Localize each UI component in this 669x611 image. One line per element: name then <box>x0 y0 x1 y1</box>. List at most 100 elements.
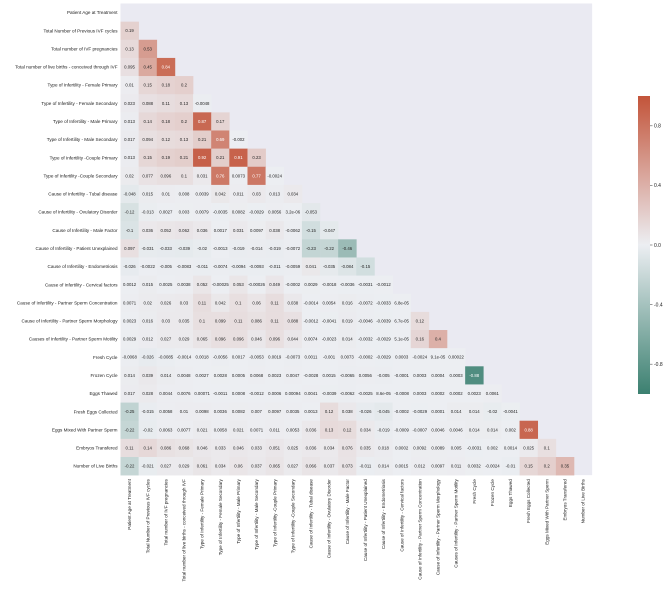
heatmap-cell <box>229 203 248 222</box>
heatmap-cell <box>356 384 375 403</box>
heatmap-cell-label: 0.034 <box>287 191 298 196</box>
heatmap-cell-label: 0.0046 <box>431 427 445 432</box>
heatmap-cell-label: 0.096 <box>215 337 226 342</box>
heatmap-cell <box>229 275 248 295</box>
heatmap-cell-label: -0.019 <box>377 427 390 432</box>
heatmap-cell-label: -0.0031 <box>467 445 482 450</box>
heatmap-cell <box>301 438 321 458</box>
heatmap-cell <box>320 348 339 367</box>
heatmap-cell <box>211 130 230 149</box>
heatmap-cell <box>374 384 393 403</box>
column-label: Patient Age at Treatment <box>127 478 132 529</box>
heatmap-cell <box>174 293 194 313</box>
heatmap-cell-label: 0.35 <box>561 464 570 469</box>
heatmap-cell <box>374 293 393 313</box>
heatmap-cell-label: -0.15 <box>306 228 316 233</box>
heatmap-cell <box>283 384 303 403</box>
heatmap-cell <box>138 366 158 385</box>
heatmap-cell-label: 0.1 <box>181 173 188 178</box>
heatmap-cell-label: 0.027 <box>160 464 171 469</box>
column-label: Cause of Infertility - Endometriosis <box>381 478 386 549</box>
heatmap-cell <box>211 457 230 476</box>
heatmap-cell-label: 0.13 <box>125 46 134 51</box>
heatmap-cell <box>156 221 176 240</box>
heatmap-cell <box>211 402 230 422</box>
heatmap-cell-label: -0.0012 <box>376 282 391 287</box>
heatmap-cell <box>174 348 194 367</box>
heatmap-cell-label: 0.077 <box>142 173 153 178</box>
heatmap-cell-label: 0.0036 <box>214 409 228 414</box>
heatmap-cell-label: -0.0013 <box>213 246 228 251</box>
heatmap-cell-label: -0.0002 <box>286 282 301 287</box>
heatmap-cell-label: 0.011 <box>233 191 244 196</box>
heatmap-cell <box>174 94 194 113</box>
heatmap-cell <box>555 457 575 476</box>
column-label: Fresh Cycle <box>472 479 477 504</box>
heatmap-cell <box>247 184 266 204</box>
heatmap-cell <box>174 184 194 204</box>
heatmap-cell-label: 0.029 <box>179 337 190 342</box>
heatmap-cell-label: 8.6e-05 <box>376 391 391 396</box>
column-label: Cause of Infertility - Patient Unexplain… <box>363 479 368 561</box>
heatmap-cell <box>247 330 266 349</box>
column-label: Frozen Cycle <box>490 479 495 507</box>
heatmap-cell-label: -0.0062 <box>286 228 301 233</box>
heatmap-cell <box>120 57 139 77</box>
heatmap-cell <box>283 257 303 276</box>
column-label: Total number of IVF pregnancies <box>163 478 168 545</box>
heatmap-cell-label: 0.003 <box>179 210 190 215</box>
heatmap-cell-label: 0.0015 <box>395 464 409 469</box>
heatmap-cell-label: 0.0044 <box>159 391 173 396</box>
heatmap-cell-label: -0.22 <box>125 464 135 469</box>
heatmap-cell <box>211 221 230 240</box>
heatmap-cell <box>265 184 285 204</box>
heatmap-cell-label: -0.0029 <box>249 210 264 215</box>
heatmap-cell-label: 0.0001 <box>431 409 445 414</box>
heatmap-cell-label: 6.8e-05 <box>394 300 409 305</box>
row-label: Cause of Infertility - Patient Unexplain… <box>36 246 118 251</box>
heatmap-cell-label: 0.4 <box>435 337 442 342</box>
heatmap-cell <box>247 420 266 440</box>
heatmap-cell-label: 0.0068 <box>250 373 264 378</box>
heatmap-cell-label: -0.005 <box>160 264 173 269</box>
heatmap-cell-label: 0.0056 <box>268 210 282 215</box>
column-label: Eggs Mixed With Partner Sperm <box>544 479 549 545</box>
heatmap-cell-label: 0.0047 <box>286 373 300 378</box>
heatmap-cell <box>283 275 303 295</box>
heatmap-cell <box>120 221 139 240</box>
heatmap-cell <box>138 239 158 258</box>
heatmap-cell-label: 0.0023 <box>123 318 137 323</box>
heatmap-cell <box>338 348 357 367</box>
heatmap-cell <box>410 438 430 458</box>
heatmap-cell-label: 0.016 <box>342 300 353 305</box>
heatmap-cell-label: 0.027 <box>160 337 171 342</box>
heatmap-cell <box>465 366 484 385</box>
heatmap-cell-label: 0.018 <box>378 445 389 450</box>
heatmap-cell <box>428 348 448 367</box>
heatmap-cell <box>247 311 266 331</box>
heatmap-cell-label: -0.014 <box>250 246 263 251</box>
row-label: Type of Infertility - Female Primary <box>48 83 119 88</box>
heatmap-cell-label: -0.0072 <box>286 246 301 251</box>
heatmap-cell <box>392 457 412 476</box>
heatmap-cell-label: 0.11 <box>126 445 135 450</box>
heatmap-cell-label: 0.062 <box>179 228 190 233</box>
heatmap-cell <box>174 420 194 440</box>
heatmap-cell <box>247 203 266 222</box>
heatmap-cell <box>283 438 303 458</box>
heatmap-cell-label: -0.02 <box>197 246 207 251</box>
heatmap-cell <box>193 348 212 367</box>
heatmap-cell-label: 0.15 <box>144 155 153 160</box>
heatmap-cell <box>392 366 412 385</box>
heatmap-cell <box>120 275 139 295</box>
heatmap-cell-label: -0.12 <box>125 210 135 215</box>
column-label: Total Number of Previous IVF cycles <box>145 478 150 553</box>
heatmap-cell <box>229 239 248 258</box>
heatmap-cell-label: -0.048 <box>123 191 136 196</box>
heatmap-cell-label: 0.014 <box>487 427 498 432</box>
heatmap-cell <box>156 438 176 458</box>
heatmap-cell <box>193 457 212 476</box>
row-label: Embryos Transfered <box>76 446 118 451</box>
heatmap-cell <box>410 311 430 331</box>
heatmap-cell-label: -0.0032 <box>358 337 373 342</box>
